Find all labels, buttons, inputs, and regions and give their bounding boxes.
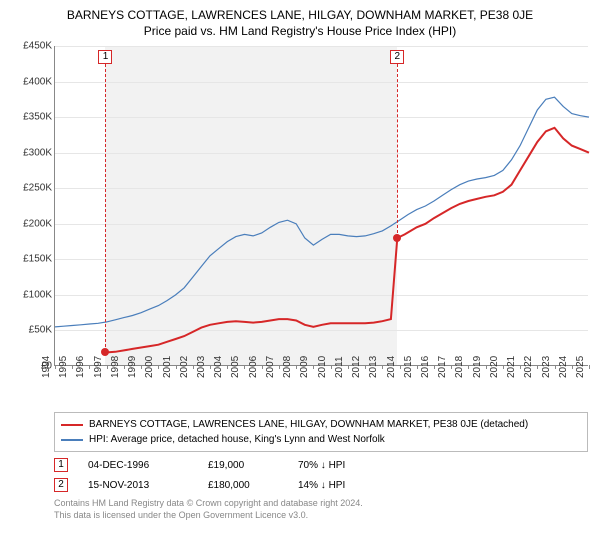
y-axis-label: £350K	[8, 112, 52, 123]
series-property	[106, 128, 590, 353]
y-axis-label: £300K	[8, 147, 52, 158]
event-row: 2 15-NOV-2013 £180,000 14% ↓ HPI	[54, 478, 588, 492]
title-main: BARNEYS COTTAGE, LAWRENCES LANE, HILGAY,…	[8, 8, 592, 22]
event-date: 04-DEC-1996	[88, 460, 188, 471]
chart-area: 12 £0£50K£100K£150K£200K£250K£300K£350K£…	[8, 40, 592, 410]
y-axis-label: £200K	[8, 218, 52, 229]
footer-line1: Contains HM Land Registry data © Crown c…	[54, 498, 588, 510]
event-row: 1 04-DEC-1996 £19,000 70% ↓ HPI	[54, 458, 588, 472]
legend-swatch-hpi	[61, 439, 83, 441]
legend-label-hpi: HPI: Average price, detached house, King…	[89, 432, 385, 447]
legend-box: BARNEYS COTTAGE, LAWRENCES LANE, HILGAY,…	[54, 412, 588, 452]
event-number-box: 1	[54, 458, 68, 472]
y-axis-label: £150K	[8, 254, 52, 265]
y-axis-label: £250K	[8, 183, 52, 194]
event-diff: 14% ↓ HPI	[298, 480, 378, 491]
plot-area: 12	[54, 46, 588, 366]
series-hpi	[55, 97, 589, 327]
y-axis-label: £50K	[8, 325, 52, 336]
line-svg	[55, 46, 589, 366]
event-price: £180,000	[208, 480, 278, 491]
y-axis-label: £450K	[8, 41, 52, 52]
chart-container: BARNEYS COTTAGE, LAWRENCES LANE, HILGAY,…	[0, 0, 600, 560]
footer-line2: This data is licensed under the Open Gov…	[54, 510, 588, 522]
event-number-box: 2	[54, 478, 68, 492]
title-sub: Price paid vs. HM Land Registry's House …	[8, 24, 592, 38]
event-marker-box: 1	[98, 50, 112, 64]
y-axis-label: £400K	[8, 76, 52, 87]
event-marker-dot	[101, 348, 109, 356]
event-date: 15-NOV-2013	[88, 480, 188, 491]
event-diff: 70% ↓ HPI	[298, 460, 378, 471]
legend-swatch-property	[61, 424, 83, 426]
event-marker-dot	[393, 234, 401, 242]
event-vline	[105, 64, 106, 352]
y-axis-label: £100K	[8, 289, 52, 300]
title-block: BARNEYS COTTAGE, LAWRENCES LANE, HILGAY,…	[8, 8, 592, 38]
legend-row-property: BARNEYS COTTAGE, LAWRENCES LANE, HILGAY,…	[61, 417, 581, 432]
x-axis-label: 2025	[575, 366, 600, 378]
event-marker-box: 2	[390, 50, 404, 64]
footer-text: Contains HM Land Registry data © Crown c…	[54, 498, 588, 521]
event-price: £19,000	[208, 460, 278, 471]
events-table: 1 04-DEC-1996 £19,000 70% ↓ HPI 2 15-NOV-2013…	[54, 458, 588, 492]
legend-label-property: BARNEYS COTTAGE, LAWRENCES LANE, HILGAY,…	[89, 417, 528, 432]
event-vline	[397, 64, 398, 238]
legend-row-hpi: HPI: Average price, detached house, King…	[61, 432, 581, 447]
